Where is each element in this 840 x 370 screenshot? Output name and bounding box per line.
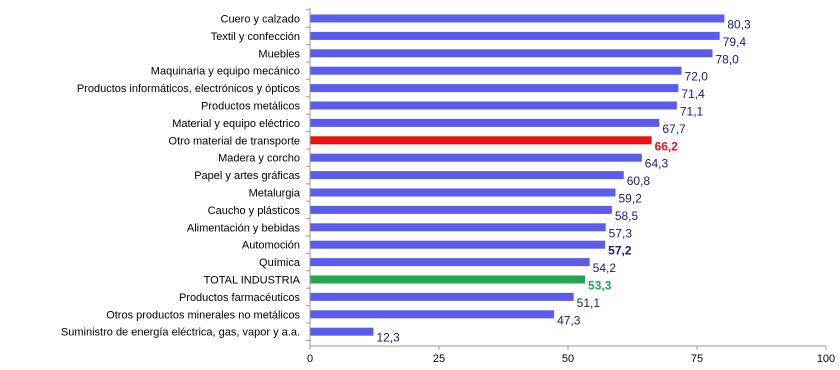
category-label: TOTAL INDUSTRIA bbox=[204, 275, 301, 287]
category-label: Alimentación y bebidas bbox=[187, 222, 301, 234]
x-tick-label: 75 bbox=[691, 353, 703, 365]
category-label: Otro material de transporte bbox=[169, 135, 300, 147]
x-tick-label: 25 bbox=[433, 353, 445, 365]
value-label: 66,2 bbox=[655, 139, 679, 153]
category-label: Productos farmacéuticos bbox=[179, 292, 301, 304]
category-label: Química bbox=[259, 257, 301, 269]
value-label: 79,4 bbox=[723, 35, 747, 49]
category-label: Caucho y plásticos bbox=[208, 205, 301, 217]
bar bbox=[310, 275, 586, 284]
bar bbox=[310, 118, 660, 127]
category-label: Papel y artes gráficas bbox=[194, 170, 300, 182]
axis-layer bbox=[306, 8, 827, 350]
value-label: 57,3 bbox=[609, 226, 633, 240]
category-label: Suministro de energía eléctrica, gas, va… bbox=[61, 327, 300, 339]
bar bbox=[310, 153, 642, 162]
value-label: 71,4 bbox=[681, 87, 705, 101]
labels-layer: Cuero y calzado 80,3 Textil y confección 79… bbox=[61, 14, 835, 366]
bar bbox=[310, 66, 682, 75]
category-label: Productos informáticos, electrónicos y ó… bbox=[77, 83, 301, 95]
bar bbox=[310, 101, 677, 110]
category-label: Material y equipo eléctrico bbox=[172, 118, 300, 130]
value-label: 60,8 bbox=[627, 174, 651, 188]
value-label: 64,3 bbox=[645, 157, 669, 171]
value-label: 53,3 bbox=[588, 279, 612, 293]
bar bbox=[310, 258, 590, 267]
category-label: Automoción bbox=[242, 240, 300, 252]
category-label: Madera y corcho bbox=[218, 153, 300, 165]
value-label: 72,0 bbox=[685, 70, 709, 84]
bar bbox=[310, 136, 652, 145]
x-tick-label: 0 bbox=[307, 353, 313, 365]
value-label: 51,1 bbox=[577, 296, 601, 310]
bar bbox=[310, 171, 624, 180]
category-label: Maquinaria y equipo mecánico bbox=[151, 66, 300, 78]
value-label: 80,3 bbox=[727, 18, 751, 32]
category-label: Textil y confección bbox=[211, 31, 300, 43]
bar bbox=[310, 49, 713, 58]
value-label: 71,1 bbox=[680, 105, 704, 119]
bar bbox=[310, 84, 679, 93]
value-label: 59,2 bbox=[618, 192, 642, 206]
bar bbox=[310, 240, 606, 249]
value-label: 57,2 bbox=[608, 244, 632, 258]
x-tick-label: 100 bbox=[817, 353, 835, 365]
value-label: 67,7 bbox=[662, 122, 686, 136]
bar bbox=[310, 327, 374, 336]
bar bbox=[310, 205, 612, 214]
x-tick-label: 50 bbox=[562, 353, 574, 365]
category-label: Cuero y calzado bbox=[221, 14, 301, 26]
value-label: 58,5 bbox=[615, 209, 639, 223]
value-label: 47,3 bbox=[557, 313, 581, 327]
category-label: Otros productos minerales no metálicos bbox=[106, 309, 300, 321]
bar bbox=[310, 292, 574, 301]
category-label: Productos metálicos bbox=[201, 101, 301, 113]
bar bbox=[310, 223, 606, 232]
category-label: Muebles bbox=[258, 48, 300, 60]
value-label: 12,3 bbox=[376, 331, 400, 345]
bars-layer bbox=[310, 14, 725, 336]
category-label: Metalurgia bbox=[249, 188, 301, 200]
bar bbox=[310, 31, 720, 40]
bar bbox=[310, 188, 616, 197]
value-label: 78,0 bbox=[715, 52, 739, 66]
bar bbox=[310, 310, 555, 319]
value-label: 54,2 bbox=[593, 261, 617, 275]
bar bbox=[310, 14, 725, 23]
